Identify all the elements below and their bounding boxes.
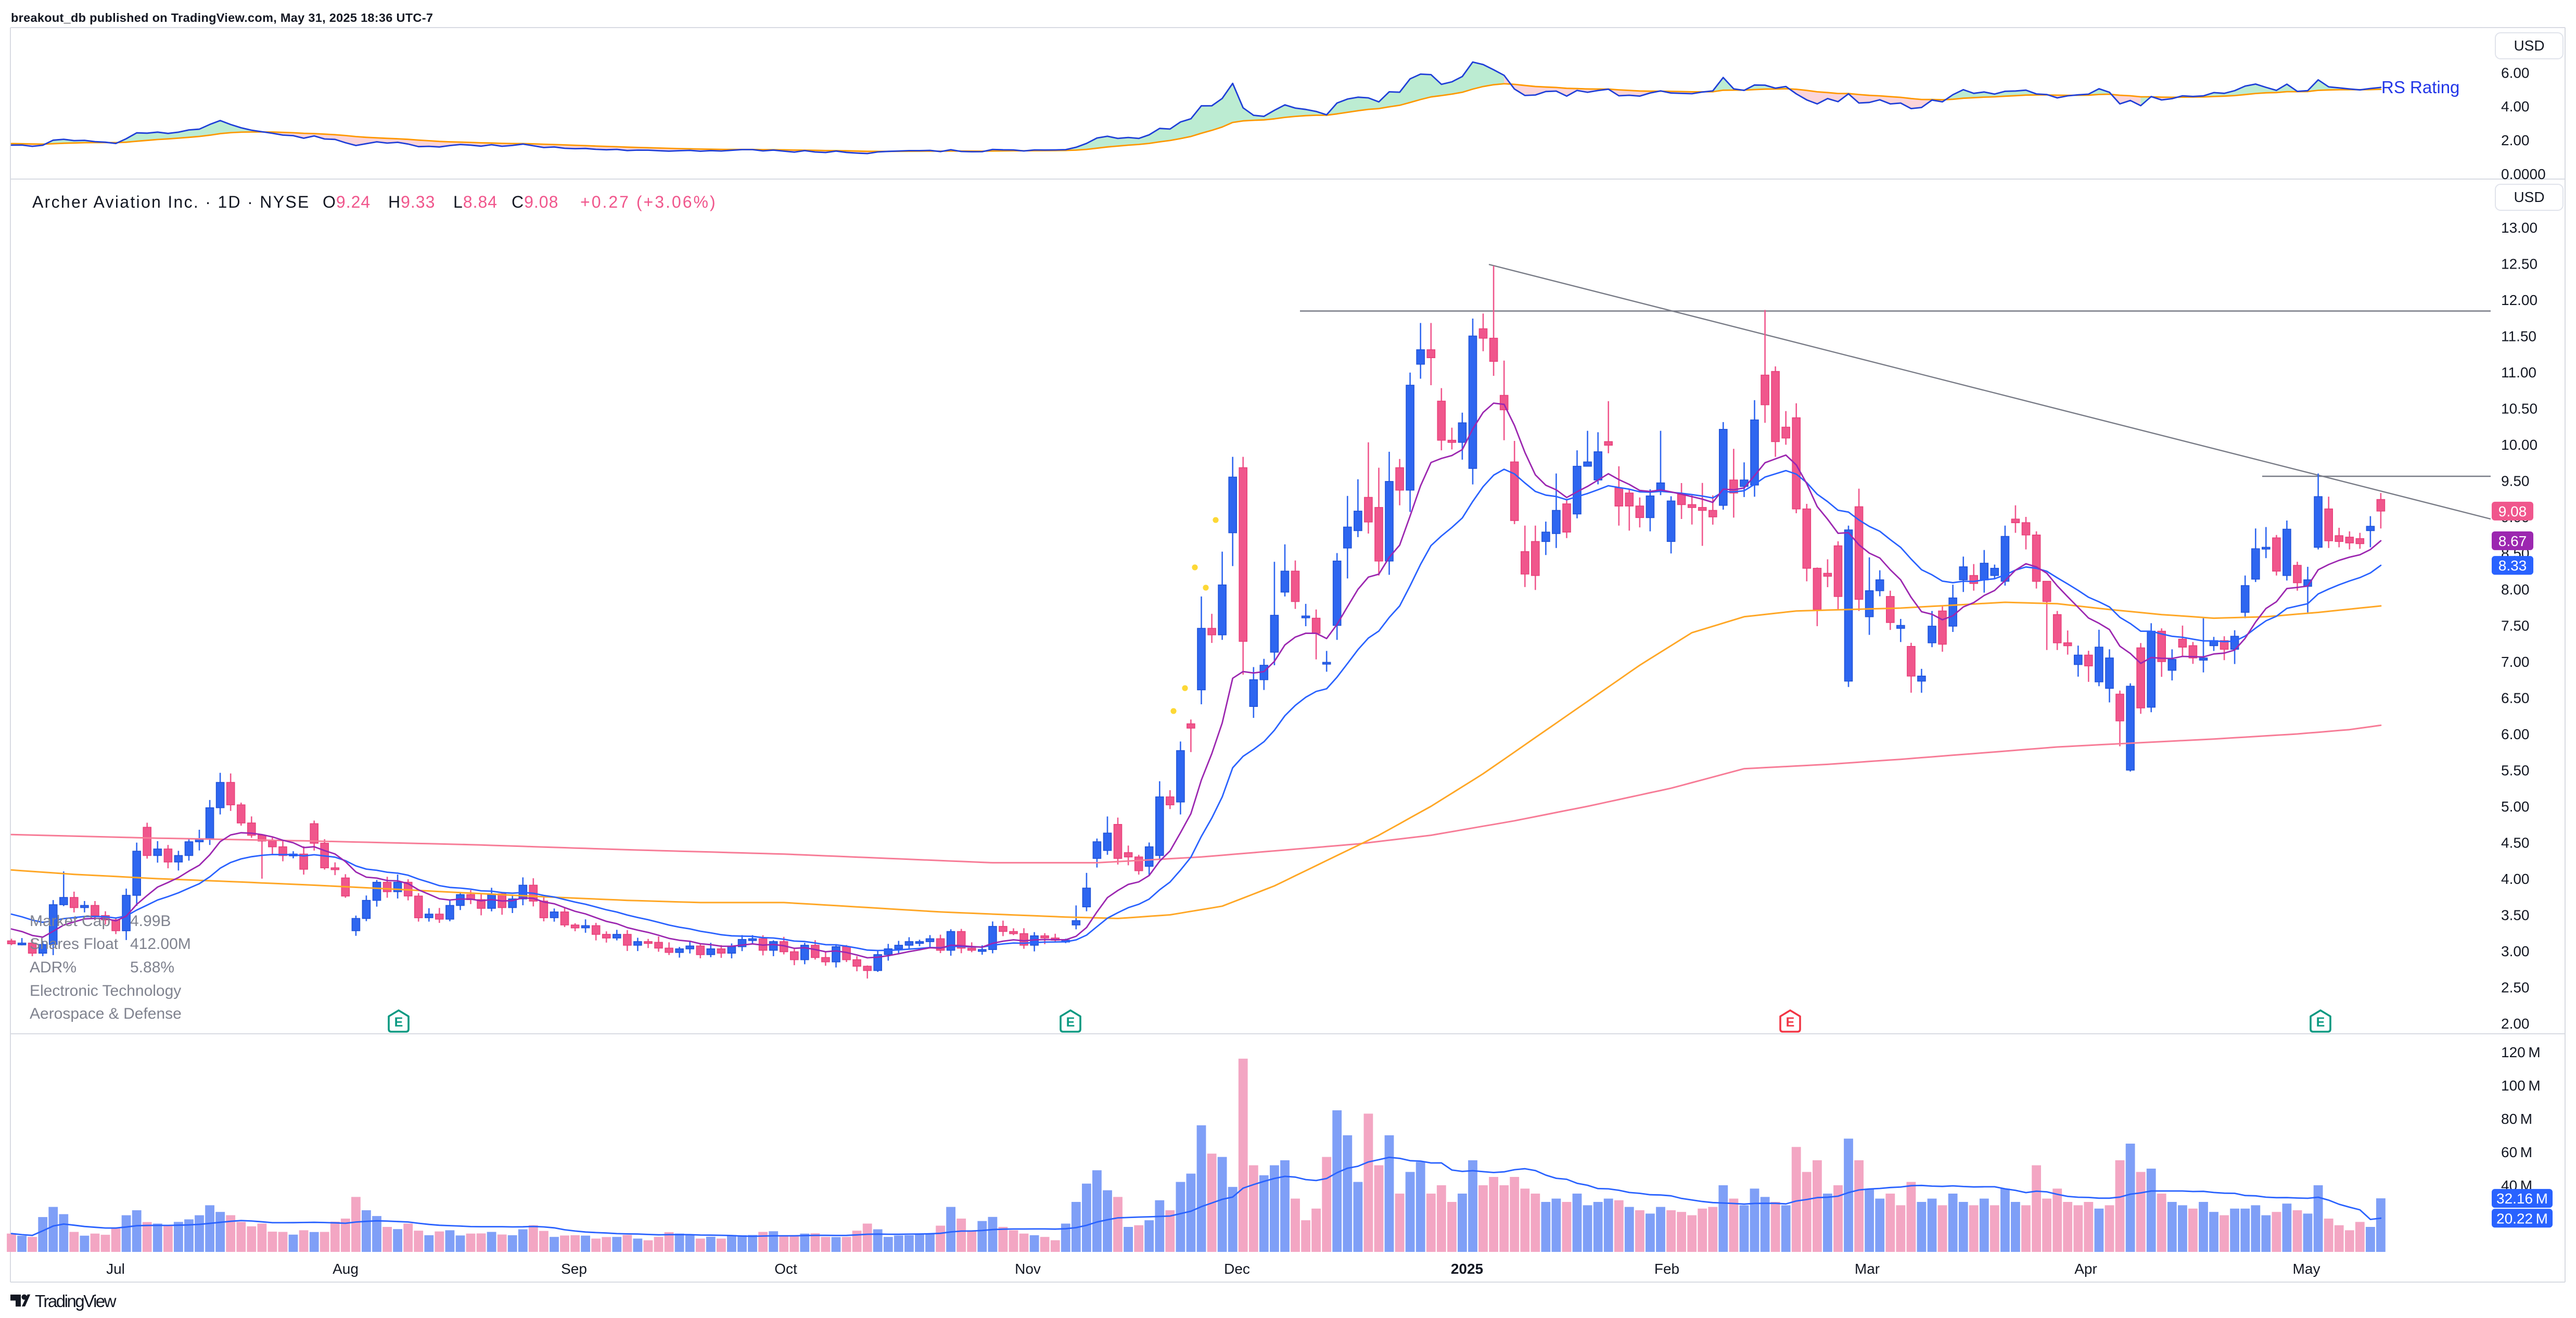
svg-text:Market Cap: Market Cap [30, 913, 110, 930]
svg-text:USD: USD [2514, 189, 2544, 205]
svg-text:6.00: 6.00 [2501, 65, 2530, 81]
svg-text:120 M: 120 M [2501, 1044, 2541, 1060]
svg-text:9.50: 9.50 [2501, 473, 2530, 489]
svg-text:Apr: Apr [2074, 1261, 2097, 1277]
svg-text:12.50: 12.50 [2501, 256, 2537, 272]
svg-text:20.22 M: 20.22 M [2496, 1210, 2548, 1226]
svg-text:7.50: 7.50 [2501, 618, 2530, 634]
svg-text:2025: 2025 [1451, 1261, 1483, 1277]
svg-text:10.50: 10.50 [2501, 401, 2537, 417]
svg-text:6.50: 6.50 [2501, 690, 2530, 706]
svg-text:L8.84: L8.84 [453, 193, 498, 211]
svg-text:80 M: 80 M [2501, 1111, 2532, 1127]
svg-text:Aerospace & Defense: Aerospace & Defense [30, 1005, 182, 1022]
svg-text:5.50: 5.50 [2501, 763, 2530, 779]
svg-text:9.08: 9.08 [2498, 503, 2527, 519]
svg-text:USD: USD [2514, 37, 2544, 54]
svg-text:100 M: 100 M [2501, 1078, 2541, 1094]
svg-text:E: E [1786, 1015, 1795, 1030]
svg-text:8.00: 8.00 [2501, 581, 2530, 598]
svg-text:12.00: 12.00 [2501, 292, 2537, 308]
svg-text:Shares Float: Shares Float [30, 935, 119, 953]
svg-text:E: E [394, 1015, 403, 1030]
svg-text:8.33: 8.33 [2498, 557, 2527, 574]
svg-text:E: E [1066, 1015, 1075, 1030]
svg-text:Archer Aviation Inc. · 1D · NY: Archer Aviation Inc. · 1D · NYSE [32, 193, 310, 211]
svg-text:Mar: Mar [1855, 1261, 1880, 1277]
svg-text:7.00: 7.00 [2501, 654, 2530, 670]
svg-text:4.00: 4.00 [2501, 98, 2530, 115]
svg-text:5.88%: 5.88% [130, 959, 174, 976]
svg-text:3.00: 3.00 [2501, 943, 2530, 959]
svg-text:+0.27 (+3.06%): +0.27 (+3.06%) [580, 193, 717, 211]
svg-text:11.50: 11.50 [2501, 328, 2536, 345]
svg-text:Feb: Feb [1654, 1261, 1679, 1277]
svg-text:5.00: 5.00 [2501, 799, 2530, 815]
svg-text:Oct: Oct [774, 1261, 797, 1277]
svg-text:13.00: 13.00 [2501, 220, 2537, 236]
svg-text:2.00: 2.00 [2501, 132, 2530, 148]
svg-text:May: May [2293, 1261, 2320, 1277]
svg-text:E: E [2316, 1015, 2325, 1030]
svg-text:RS Rating: RS Rating [2381, 78, 2459, 97]
svg-text:TradingView: TradingView [35, 1291, 117, 1311]
svg-text:Jul: Jul [106, 1261, 125, 1277]
svg-text:60 M: 60 M [2501, 1144, 2532, 1160]
svg-text:6.00: 6.00 [2501, 726, 2530, 742]
svg-text:32.16 M: 32.16 M [2496, 1190, 2548, 1207]
svg-text:Electronic Technology: Electronic Technology [30, 982, 181, 999]
svg-text:4.99B: 4.99B [130, 913, 171, 930]
svg-text:H9.33: H9.33 [388, 193, 435, 211]
svg-text:0.0000: 0.0000 [2501, 166, 2546, 182]
svg-text:2.00: 2.00 [2501, 1016, 2530, 1032]
svg-text:11.00: 11.00 [2501, 364, 2536, 381]
svg-text:Dec: Dec [1224, 1261, 1250, 1277]
svg-text:8.67: 8.67 [2498, 533, 2527, 549]
svg-text:4.50: 4.50 [2501, 835, 2530, 851]
svg-text:10.00: 10.00 [2501, 437, 2537, 453]
svg-text:breakout_db published on Tradi: breakout_db published on TradingView.com… [11, 11, 433, 24]
svg-text:Sep: Sep [561, 1261, 587, 1277]
svg-text:O9.24: O9.24 [323, 193, 371, 211]
svg-text:ADR%: ADR% [30, 959, 76, 976]
svg-text:2.50: 2.50 [2501, 980, 2530, 996]
svg-text:412.00M: 412.00M [130, 935, 191, 953]
svg-text:C9.08: C9.08 [512, 193, 558, 211]
svg-text:Nov: Nov [1015, 1261, 1041, 1277]
svg-text:4.00: 4.00 [2501, 871, 2530, 887]
svg-text:Aug: Aug [333, 1261, 359, 1277]
svg-text:3.50: 3.50 [2501, 907, 2530, 923]
